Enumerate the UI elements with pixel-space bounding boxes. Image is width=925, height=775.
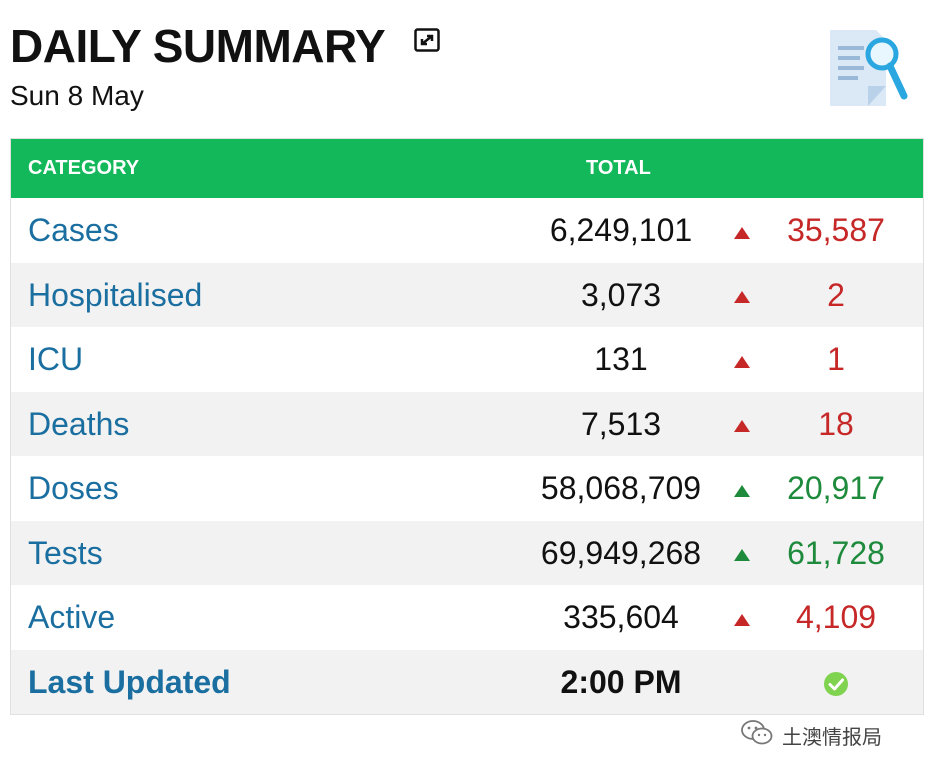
category-label[interactable]: ICU — [28, 341, 84, 377]
date-subtitle: Sun 8 May — [10, 80, 144, 111]
check-circle-icon — [823, 650, 849, 715]
change-value: 61,728 — [787, 534, 885, 571]
up-triangle-icon — [731, 585, 753, 650]
page-title: DAILY SUMMARY — [10, 20, 386, 72]
table-row-hospitalised: Hospitalised 3,073 2 — [11, 262, 923, 328]
up-triangle-icon — [731, 521, 753, 586]
last-updated-value: 2:00 PM — [560, 663, 682, 700]
total-value: 7,513 — [580, 405, 662, 442]
category-label[interactable]: Active — [28, 599, 116, 635]
category-label[interactable]: Tests — [28, 534, 103, 571]
document-search-icon — [824, 24, 910, 112]
up-triangle-icon — [731, 327, 753, 392]
table-row-last-updated: Last Updated 2:00 PM — [11, 649, 923, 715]
table-row-icu: ICU 131 1 — [11, 327, 923, 392]
category-label[interactable]: Deaths — [28, 405, 130, 442]
change-value: 18 — [818, 405, 854, 442]
column-header-category: CATEGORY — [28, 157, 140, 179]
total-value: 69,949,268 — [540, 534, 702, 571]
table-row-cases: Cases 6,249,101 35,587 — [11, 198, 923, 263]
total-value: 335,604 — [563, 599, 679, 635]
change-value: 4,109 — [795, 599, 877, 635]
change-value: 1 — [827, 341, 845, 377]
table-row-doses: Doses 58,068,709 20,917 — [11, 456, 923, 521]
change-value: 20,917 — [787, 470, 885, 506]
category-label[interactable]: Doses — [28, 470, 119, 506]
up-triangle-icon — [731, 456, 753, 521]
category-label[interactable]: Hospitalised — [28, 276, 203, 313]
watermark: 土澳情报局 — [740, 719, 882, 752]
total-value: 6,249,101 — [549, 212, 693, 248]
up-triangle-icon — [731, 392, 753, 457]
table-row-tests: Tests 69,949,268 61,728 — [11, 520, 923, 586]
category-label[interactable]: Cases — [28, 212, 119, 248]
watermark-text: 土澳情报局 — [782, 724, 882, 749]
summary-table: CATEGORY TOTAL Cases 6,249,101 35,587 Ho… — [10, 138, 924, 715]
up-triangle-icon — [731, 198, 753, 263]
table-row-active: Active 335,604 4,109 — [11, 585, 923, 650]
last-updated-label: Last Updated — [28, 663, 231, 700]
total-value: 58,068,709 — [540, 470, 702, 506]
table-row-deaths: Deaths 7,513 18 — [11, 391, 923, 457]
total-value: 131 — [594, 341, 648, 377]
change-value: 2 — [827, 276, 845, 313]
column-header-total: TOTAL — [586, 157, 651, 179]
up-triangle-icon — [731, 263, 753, 328]
table-header: CATEGORY TOTAL — [11, 139, 923, 198]
total-value: 3,073 — [580, 276, 662, 313]
wechat-icon — [740, 719, 774, 752]
expand-icon[interactable] — [414, 28, 440, 52]
change-value: 35,587 — [787, 212, 885, 248]
